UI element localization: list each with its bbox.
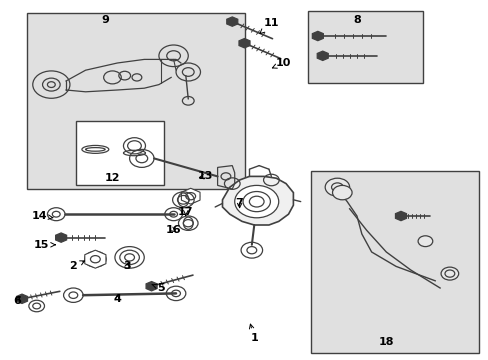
Bar	[76, 121, 163, 185]
Text: 17: 17	[178, 207, 193, 217]
Text: 9: 9	[101, 15, 109, 25]
Text: 7: 7	[235, 198, 243, 208]
Circle shape	[417, 236, 432, 247]
Bar	[27, 13, 244, 189]
Text: 2: 2	[69, 261, 84, 271]
Text: 11: 11	[260, 18, 279, 33]
Circle shape	[440, 267, 458, 280]
Text: 15: 15	[34, 240, 55, 250]
Text: 1: 1	[249, 324, 258, 343]
Polygon shape	[222, 176, 293, 225]
Text: 13: 13	[197, 171, 213, 181]
Circle shape	[325, 178, 349, 196]
Text: 6: 6	[13, 296, 21, 306]
Polygon shape	[226, 17, 237, 26]
Text: 3: 3	[123, 261, 131, 271]
Polygon shape	[181, 188, 200, 204]
Polygon shape	[17, 294, 27, 303]
Polygon shape	[312, 31, 323, 41]
Polygon shape	[84, 250, 106, 268]
Polygon shape	[317, 51, 327, 60]
Circle shape	[332, 185, 351, 200]
Text: 8: 8	[352, 15, 360, 25]
Text: 5: 5	[152, 283, 165, 293]
Text: 14: 14	[31, 211, 53, 221]
Polygon shape	[239, 39, 249, 48]
Bar	[307, 11, 422, 83]
Text: 12: 12	[104, 173, 120, 183]
Text: 4: 4	[113, 294, 121, 304]
Polygon shape	[56, 233, 66, 242]
Text: 16: 16	[165, 225, 181, 235]
Polygon shape	[146, 282, 157, 291]
Circle shape	[234, 185, 278, 218]
Bar	[310, 171, 478, 353]
Text: 10: 10	[272, 58, 291, 68]
Polygon shape	[395, 211, 406, 221]
Text: 18: 18	[378, 337, 393, 347]
